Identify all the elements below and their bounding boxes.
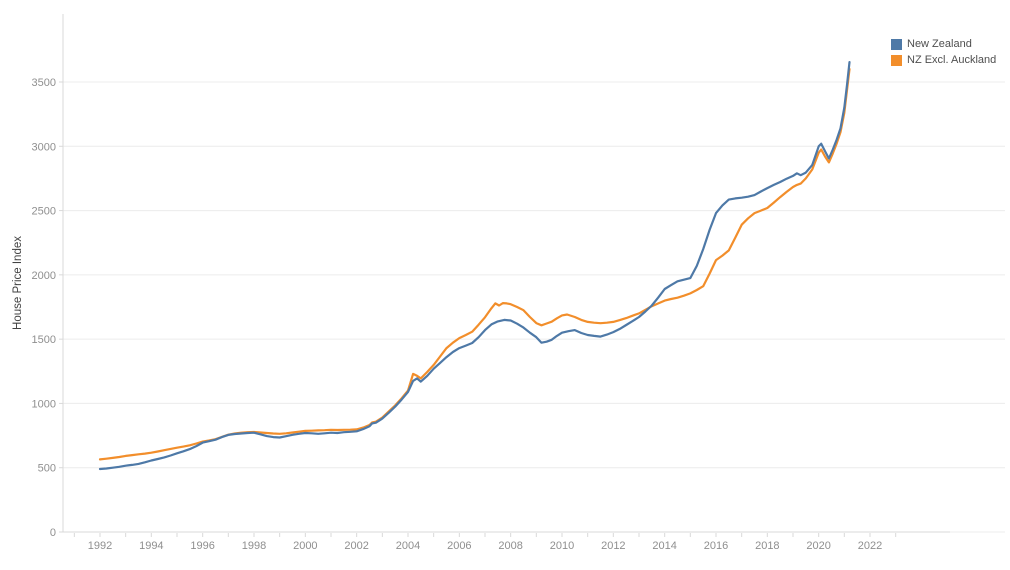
- series-line-new-zealand[interactable]: [98, 60, 851, 471]
- x-tick-label: 1992: [88, 540, 112, 552]
- x-tick-label: 2020: [806, 540, 830, 552]
- x-tick-label: 2008: [498, 540, 522, 552]
- y-tick-label: 2000: [32, 270, 56, 282]
- y-tick-label: 3500: [32, 77, 56, 89]
- x-tick-label: 2002: [344, 540, 368, 552]
- legend-label-new-zealand: New Zealand: [907, 38, 972, 50]
- x-tick-label: 2000: [293, 540, 317, 552]
- x-tick-label: 2010: [550, 540, 574, 552]
- x-tick-label: 2004: [396, 540, 420, 552]
- x-tick-label: 1994: [139, 540, 163, 552]
- legend: New Zealand NZ Excl. Auckland: [891, 38, 996, 70]
- legend-swatch-nz-excl-auckland: [891, 54, 902, 66]
- y-tick-label: 2500: [32, 206, 56, 218]
- y-tick-label: 1000: [32, 398, 56, 410]
- x-tick-label: 2006: [447, 540, 471, 552]
- legend-item-new-zealand[interactable]: New Zealand: [891, 38, 996, 50]
- y-tick-label: 1500: [32, 334, 56, 346]
- x-tick-label: 2018: [755, 540, 779, 552]
- legend-item-nz-excl-auckland[interactable]: NZ Excl. Auckland: [891, 54, 996, 66]
- y-axis-title: House Price Index: [12, 236, 24, 330]
- x-tick-label: 2014: [652, 540, 676, 552]
- x-tick-label: 2012: [601, 540, 625, 552]
- x-tick-label: 2022: [858, 540, 882, 552]
- y-tick-label: 0: [50, 527, 56, 539]
- legend-swatch-new-zealand: [891, 38, 902, 50]
- x-tick-label: 1996: [190, 540, 214, 552]
- series-line-nz-excl-auckland[interactable]: [98, 67, 851, 461]
- legend-label-nz-excl-auckland: NZ Excl. Auckland: [907, 54, 997, 66]
- x-tick-label: 2016: [704, 540, 728, 552]
- y-tick-label: 500: [38, 463, 56, 475]
- y-tick-label: 3000: [32, 141, 56, 153]
- x-tick-label: 1998: [242, 540, 266, 552]
